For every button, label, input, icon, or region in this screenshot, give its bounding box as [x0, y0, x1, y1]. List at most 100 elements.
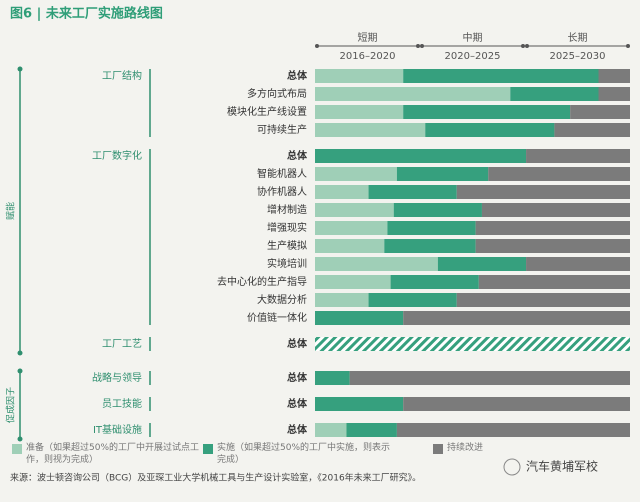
- period-name: 长期: [568, 32, 588, 44]
- group-label: IT基础设施: [93, 423, 142, 436]
- bar-segment: [526, 149, 630, 163]
- bar-segment: [478, 275, 630, 289]
- period-dot: [416, 44, 420, 48]
- group-label: 工厂数字化: [92, 149, 142, 162]
- group-label: 战略与领导: [92, 371, 142, 384]
- section-dot: [17, 436, 23, 442]
- row-label: 协作机器人: [257, 185, 307, 198]
- bar-segment: [488, 167, 630, 181]
- bar-segment: [315, 311, 404, 325]
- legend-label: 实施（如果超过50%的工厂中实施，则表示完成）: [217, 443, 391, 465]
- section-dot: [17, 368, 23, 374]
- row-label: 智能机器人: [257, 167, 307, 180]
- bar-segment: [403, 397, 630, 411]
- bar-segment: [315, 293, 369, 307]
- bar-segment: [403, 311, 630, 325]
- legend-swatch: [12, 444, 22, 454]
- bar-segment: [315, 337, 630, 351]
- bar-segment: [315, 185, 369, 199]
- bar-segment: [384, 239, 476, 253]
- bar-segment: [368, 185, 457, 199]
- bar-segment: [315, 69, 404, 83]
- row-label: 实境培训: [267, 257, 307, 270]
- group-label: 工厂工艺: [102, 338, 142, 350]
- section-dot: [17, 350, 23, 356]
- row-label: 去中心化的生产指导: [217, 275, 307, 288]
- period-name: 短期: [358, 31, 378, 44]
- bar-segment: [346, 423, 397, 437]
- row-label: 总体: [287, 149, 308, 162]
- bar-segment: [456, 185, 630, 199]
- section-label: 赋能: [5, 202, 17, 220]
- bar-segment: [598, 87, 630, 101]
- period-dot: [521, 44, 525, 48]
- row-label: 总体: [287, 69, 308, 82]
- bar-segment: [315, 105, 404, 119]
- bar-segment: [437, 257, 527, 271]
- bar-segment: [475, 221, 630, 235]
- bar-segment: [481, 203, 630, 217]
- row-label: 增材制造: [267, 203, 307, 216]
- row-label: 总体: [287, 397, 308, 410]
- row-label: 多方向式布局: [247, 87, 307, 100]
- bar-segment: [526, 257, 630, 271]
- group-label: 员工技能: [102, 397, 142, 410]
- row-label: 总体: [287, 371, 308, 384]
- row-label: 总体: [287, 423, 308, 436]
- bar-segment: [315, 275, 391, 289]
- row-label: 总体: [287, 337, 308, 350]
- bar-segment: [456, 293, 630, 307]
- bar-segment: [403, 69, 599, 83]
- bar-segment: [315, 257, 438, 271]
- bar-segment: [570, 105, 630, 119]
- group-label: 工厂结构: [102, 69, 142, 82]
- period-range: 2020–2025: [445, 51, 501, 62]
- bar-segment: [315, 239, 385, 253]
- row-label: 生产模拟: [267, 239, 307, 252]
- legend-swatch: [203, 444, 213, 454]
- bar-segment: [315, 87, 511, 101]
- bar-segment: [393, 203, 482, 217]
- bar-segment: [315, 149, 527, 163]
- period-dot: [525, 44, 529, 48]
- legend-label: 持续改进: [447, 443, 484, 453]
- row-label: 可持续生产: [257, 123, 307, 136]
- row-label: 价值链一体化: [247, 311, 307, 324]
- period-name: 中期: [463, 31, 483, 44]
- legend-swatch: [433, 444, 443, 454]
- bar-segment: [475, 239, 630, 253]
- watermark-icon: [503, 458, 521, 476]
- bar-segment: [315, 397, 404, 411]
- bar-segment: [396, 423, 630, 437]
- section-dot: [17, 66, 23, 72]
- bar-segment: [554, 123, 630, 137]
- bar-segment: [315, 221, 388, 235]
- bar-segment: [315, 371, 350, 385]
- bar-segment: [403, 105, 571, 119]
- bar-segment: [425, 123, 555, 137]
- section-label: 促成因子: [5, 387, 17, 423]
- row-label: 模块化生产线设置: [227, 105, 307, 118]
- bar-segment: [387, 221, 476, 235]
- source: 来源：波士顿咨询公司（BCG）及亚琛工业大学机械工具与生产设计实验室，《2016…: [10, 472, 421, 484]
- bar-segment: [396, 167, 489, 181]
- bar-segment: [390, 275, 479, 289]
- legend-label: 准备（如果超过50%的工厂中开展过试点工作，则视为完成）: [26, 443, 200, 465]
- bar-segment: [349, 371, 630, 385]
- chart-title: 图6 | 未来工厂实施路线图: [10, 6, 163, 22]
- bar-segment: [315, 423, 347, 437]
- bar-segment: [598, 69, 630, 83]
- period-dot: [626, 44, 630, 48]
- bar-segment: [510, 87, 599, 101]
- row-label: 大数据分析: [257, 293, 307, 306]
- period-dot: [315, 44, 319, 48]
- period-dot: [420, 44, 424, 48]
- watermark: 汽车黄埔军校: [526, 459, 598, 474]
- bar-segment: [315, 203, 394, 217]
- row-label: 增强现实: [267, 221, 307, 234]
- period-range: 2016–2020: [340, 51, 396, 62]
- bar-segment: [315, 123, 426, 137]
- period-range: 2025–2030: [550, 51, 606, 62]
